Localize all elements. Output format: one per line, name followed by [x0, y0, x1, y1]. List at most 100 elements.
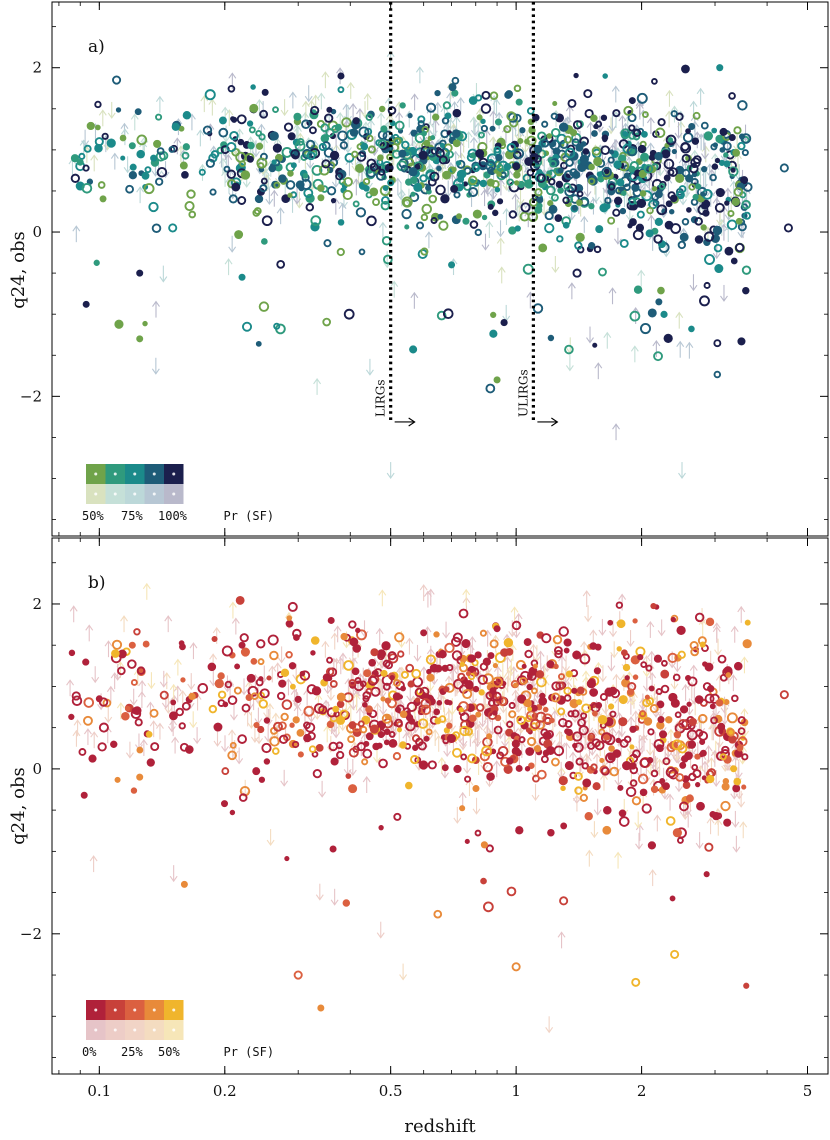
data-point: [294, 695, 302, 703]
data-point: [286, 615, 293, 621]
data-point: [257, 725, 265, 734]
data-point: [136, 269, 144, 277]
data-point: [310, 636, 320, 645]
data-point-open: [117, 666, 126, 676]
data-point: [68, 713, 75, 721]
data-point-open: [564, 147, 576, 159]
data-point-open: [446, 664, 454, 672]
data-point: [399, 710, 408, 719]
upper-limit-arrow: [652, 700, 660, 718]
data-point-open: [462, 688, 473, 700]
data-point-open: [563, 135, 572, 144]
upper-limit-arrow: [265, 188, 274, 205]
data-point-open: [591, 146, 601, 156]
upper-limit-arrow: [737, 790, 746, 808]
lower-limit-arrow: [426, 648, 435, 665]
data-point: [494, 186, 501, 193]
data-point-open: [144, 166, 152, 174]
data-point-open: [303, 705, 315, 717]
data-point-open: [226, 169, 237, 180]
data-point: [327, 616, 335, 624]
data-point: [560, 822, 568, 830]
lower-limit-arrow: [557, 931, 566, 949]
data-point: [711, 163, 719, 170]
data-point-open: [628, 124, 636, 132]
data-point-open: [667, 191, 676, 200]
data-point: [706, 774, 715, 784]
right-arrow-icon: [537, 417, 559, 427]
data-point: [456, 213, 463, 220]
data-point-open: [741, 149, 749, 157]
data-point-open: [323, 239, 332, 248]
data-point-open: [609, 766, 620, 777]
data-point-open: [352, 200, 360, 208]
lower-limit-arrow: [89, 855, 98, 873]
data-point-open: [570, 194, 580, 204]
data-point: [486, 733, 493, 740]
lower-limit-arrow: [608, 287, 617, 305]
data-point: [303, 733, 312, 743]
data-point: [613, 160, 622, 169]
data-point-open: [216, 146, 225, 155]
lower-limit-arrow: [689, 664, 698, 682]
data-point: [719, 147, 726, 153]
data-point: [514, 180, 520, 186]
data-point-open: [607, 183, 616, 191]
lower-limit-arrow: [666, 793, 675, 811]
data-point: [679, 232, 689, 242]
data-point: [692, 193, 699, 201]
data-point-open: [668, 167, 679, 177]
data-point: [234, 230, 244, 240]
data-point-open: [229, 131, 239, 141]
lower-limit-arrow: [580, 215, 589, 233]
data-point: [423, 693, 430, 699]
data-point: [639, 788, 648, 797]
data-point-open: [78, 748, 87, 756]
data-point: [637, 144, 647, 154]
data-point-open: [671, 739, 683, 751]
upper-limit-arrow: [714, 638, 722, 656]
data-point: [365, 732, 374, 741]
data-point-open: [506, 111, 516, 121]
lower-limit-arrow: [426, 588, 435, 606]
lower-limit-arrow: [715, 674, 724, 692]
data-point: [632, 674, 639, 680]
lower-limit-arrow: [529, 643, 538, 661]
data-point: [603, 168, 610, 175]
data-point-open: [567, 98, 577, 108]
data-point: [600, 114, 608, 121]
key-dot: [133, 1008, 137, 1012]
data-point: [288, 662, 297, 670]
data-point-open: [294, 140, 306, 152]
lower-limit-arrow: [491, 634, 500, 652]
data-point: [513, 171, 521, 179]
data-point-open: [305, 139, 316, 150]
data-point-open: [548, 178, 556, 186]
data-point-open: [186, 189, 196, 199]
lower-limit-arrow: [424, 231, 433, 249]
data-point-open: [540, 139, 550, 148]
lower-limit-arrow: [377, 112, 386, 130]
upper-limit-arrow: [496, 220, 505, 238]
data-point: [571, 205, 578, 211]
lower-limit-arrow: [330, 632, 339, 650]
data-point: [613, 196, 623, 206]
data-point: [659, 777, 666, 784]
data-point: [595, 225, 604, 234]
data-point: [663, 174, 671, 182]
data-point: [526, 683, 533, 691]
data-point-open: [737, 716, 746, 725]
data-point-open: [397, 650, 405, 658]
data-point: [111, 649, 120, 658]
data-point: [685, 794, 694, 803]
data-point-open: [367, 145, 376, 154]
data-point-open: [519, 676, 528, 685]
data-point: [476, 114, 483, 121]
data-point-open: [156, 166, 168, 178]
data-point: [278, 679, 287, 688]
lower-limit-arrow: [510, 606, 519, 624]
data-point-open: [482, 762, 493, 773]
key-dot: [152, 1008, 156, 1012]
lower-limit-arrow: [635, 100, 644, 118]
data-point: [246, 155, 254, 163]
